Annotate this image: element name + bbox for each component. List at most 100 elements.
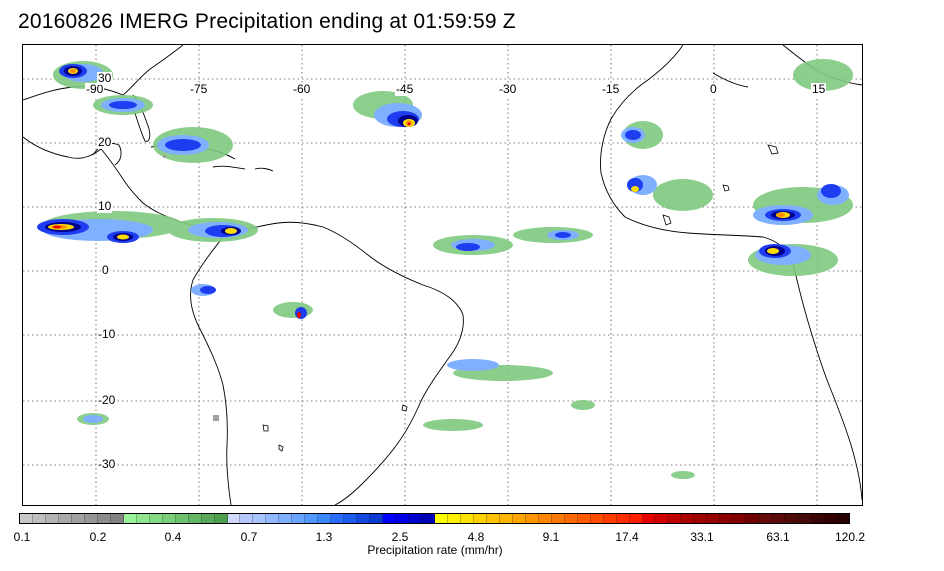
precipitation-field — [37, 59, 853, 479]
lat-label: 10 — [97, 199, 113, 213]
colorbar-cell — [811, 514, 825, 523]
colorbar-cell — [240, 514, 254, 523]
colorbar-cell — [668, 514, 682, 523]
lon-label: -60 — [292, 82, 312, 96]
colorbar-cell — [694, 514, 708, 523]
colorbar-cell — [318, 514, 332, 523]
colorbar-cell — [162, 514, 176, 523]
colorbar-cell — [396, 514, 410, 523]
colorbar-tick-label: 0.7 — [240, 530, 258, 544]
colorbar-tick-label: 17.4 — [615, 530, 639, 544]
colorbar-cell — [123, 514, 137, 523]
colorbar-cell — [136, 514, 150, 523]
colorbar-cell — [473, 514, 487, 523]
colorbar-cell — [435, 514, 448, 523]
colorbar-cell — [681, 514, 695, 523]
colorbar-cell — [499, 514, 513, 523]
lon-label: -90 — [85, 82, 105, 96]
graticule — [23, 45, 862, 505]
lon-label: 15 — [811, 82, 827, 96]
colorbar-cell — [512, 514, 526, 523]
colorbar-label: Precipitation rate (mm/hr) — [367, 543, 503, 557]
colorbar-cell — [279, 514, 293, 523]
colorbar-cell — [175, 514, 189, 523]
colorbar-cell — [266, 514, 280, 523]
colorbar-cell — [447, 514, 461, 523]
colorbar-cell — [357, 514, 371, 523]
colorbar-tick-label: 1.3 — [315, 530, 333, 544]
colorbar-cell — [772, 514, 786, 523]
lat-label: -10 — [97, 327, 117, 341]
colorbar-cell — [720, 514, 734, 523]
colorbar-cell — [84, 514, 98, 523]
colorbar-tick-label: 0.2 — [89, 530, 107, 544]
colorbar-cell — [785, 514, 799, 523]
lon-label: -75 — [189, 82, 209, 96]
colorbar-tick-label: 4.8 — [467, 530, 485, 544]
colorbar-cell — [214, 514, 228, 523]
colorbar-cell — [538, 514, 552, 523]
colorbar-cell — [188, 514, 202, 523]
map-canvas — [23, 45, 862, 505]
colorbar-cell — [71, 514, 85, 523]
colorbar-tick-label: 2.5 — [391, 530, 409, 544]
colorbar-cell — [20, 514, 33, 523]
colorbar-cell — [746, 514, 760, 523]
colorbar-cell — [590, 514, 604, 523]
colorbar-cell — [798, 514, 812, 523]
colorbar-cell — [227, 514, 241, 523]
colorbar-tick-label: 120.2 — [834, 530, 866, 544]
colorbar-cell — [551, 514, 565, 523]
lon-label: -45 — [395, 82, 415, 96]
colorbar-cell — [422, 514, 435, 523]
colorbar-cell — [564, 514, 578, 523]
colorbar-cell — [655, 514, 669, 523]
colorbar-cell — [305, 514, 319, 523]
colorbar-cell — [32, 514, 46, 523]
colorbar-cell — [331, 514, 345, 523]
colorbar-cell — [837, 514, 849, 523]
lat-label: -30 — [97, 457, 117, 471]
colorbar-cell — [824, 514, 838, 523]
colorbar-tick-label: 63.1 — [766, 530, 790, 544]
colorbar-cell — [97, 514, 111, 523]
lat-label: -20 — [97, 393, 117, 407]
colorbar-tick-label: 33.1 — [690, 530, 714, 544]
colorbar-cell — [58, 514, 72, 523]
colorbar-cell — [707, 514, 721, 523]
colorbar-cell — [629, 514, 643, 523]
lat-label: 20 — [97, 135, 113, 149]
colorbar-cell — [642, 514, 656, 523]
colorbar-tick-label: 9.1 — [542, 530, 560, 544]
colorbar-cell — [525, 514, 539, 523]
colorbar-cell — [201, 514, 215, 523]
figure-title: 20160826 IMERG Precipitation ending at 0… — [18, 10, 516, 33]
colorbar-cell — [292, 514, 306, 523]
lon-label: -15 — [601, 82, 621, 96]
colorbar-cell — [149, 514, 163, 523]
coastlines — [23, 45, 862, 505]
colorbar-cell — [733, 514, 747, 523]
land-fragments — [262, 144, 779, 452]
colorbar-cell — [110, 514, 124, 523]
lon-label: 0 — [709, 82, 718, 96]
lon-label: -30 — [498, 82, 518, 96]
colorbar-cell — [460, 514, 474, 523]
colorbar-cell — [253, 514, 267, 523]
lat-label: 30 — [97, 71, 113, 85]
colorbar-tick-label: 0.4 — [164, 530, 182, 544]
precipitation-map: -90 -75 -60 -45 -30 -15 0 15 30 20 10 0 … — [22, 44, 863, 506]
colorbar-cell — [383, 514, 397, 523]
colorbar-tick-label: 0.1 — [13, 530, 31, 544]
colorbar-cell — [616, 514, 630, 523]
colorbar-cell — [603, 514, 617, 523]
lat-label: 0 — [101, 263, 110, 277]
colorbar-cell — [759, 514, 773, 523]
colorbar-cell — [344, 514, 358, 523]
precipitation-colorbar — [19, 513, 850, 524]
colorbar-cell — [45, 514, 59, 523]
colorbar-cell — [486, 514, 500, 523]
colorbar-cell — [577, 514, 591, 523]
colorbar-cell — [409, 514, 423, 523]
colorbar-cell — [370, 514, 384, 523]
